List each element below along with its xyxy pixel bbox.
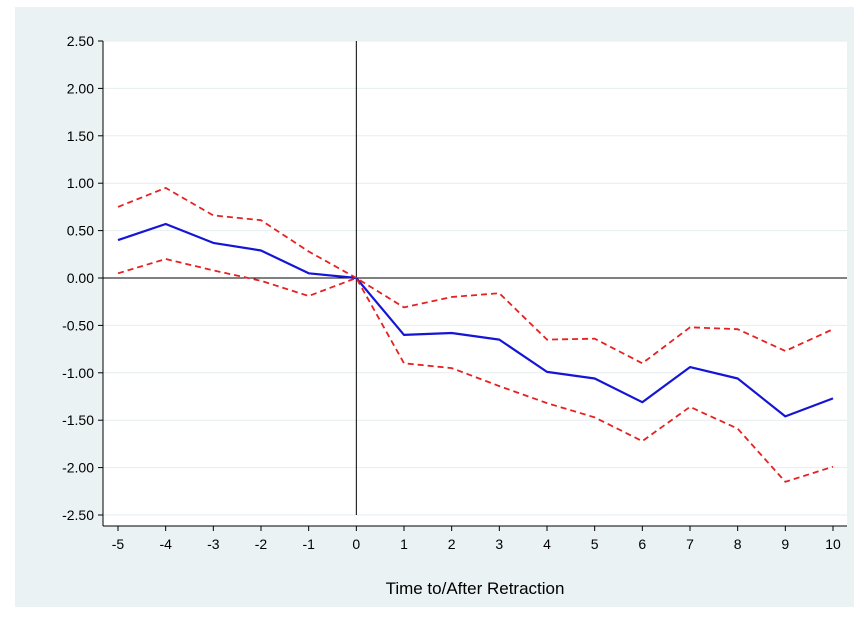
axes	[102, 41, 847, 527]
x-tick-label: 0	[352, 536, 360, 552]
plot-area	[103, 41, 847, 526]
y-axis-ticks: 2.50 2.00 1.50 1.00 0.50 0.00 -0.50 -1.00 -1.50 -…	[62, 33, 103, 523]
y-tick-label: -2.50	[62, 507, 94, 523]
x-tick-label: 6	[638, 536, 646, 552]
lower-bound-line	[117, 258, 834, 483]
x-tick-label: 4	[543, 536, 551, 552]
x-tick-label: -5	[112, 536, 125, 552]
x-tick-label: -3	[207, 536, 220, 552]
x-tick-label: 3	[495, 536, 503, 552]
y-tick-label: -0.50	[62, 317, 94, 333]
y-tick-label: 2.00	[67, 80, 94, 96]
y-tick-label: 0.00	[67, 270, 94, 286]
x-tick-label: -1	[302, 536, 315, 552]
x-tick-label: 1	[400, 536, 408, 552]
x-tick-label: 7	[686, 536, 694, 552]
x-tick-label: 9	[781, 536, 789, 552]
upper-bound-line	[117, 186, 834, 365]
y-tick-label: 2.50	[67, 33, 94, 49]
y-tick-label: 0.50	[67, 223, 94, 239]
chart-background: 2.50 2.00 1.50 1.00 0.50 0.00 -0.50 -1.00 -1.50 -…	[15, 7, 854, 607]
estimate-line	[117, 222, 834, 418]
y-tick-label: -1.00	[62, 365, 94, 381]
y-tick-label: -2.00	[62, 460, 94, 476]
x-tick-label: 5	[591, 536, 599, 552]
x-tick-label: 8	[734, 536, 742, 552]
line-chart: 2.50 2.00 1.50 1.00 0.50 0.00 -0.50 -1.00 -1.50 -…	[62, 33, 847, 598]
x-axis-title: Time to/After Retraction	[386, 579, 565, 598]
x-axis-ticks: -5 -4 -3 -2 -1 0 1 2 3 4 5 6 7 8 9 10	[112, 526, 841, 552]
x-tick-label: 2	[448, 536, 456, 552]
y-tick-label: -1.50	[62, 412, 94, 428]
x-tick-label: -4	[159, 536, 172, 552]
y-tick-label: 1.00	[67, 175, 94, 191]
x-tick-label: 10	[825, 536, 841, 552]
x-tick-label: -2	[255, 536, 268, 552]
y-tick-label: 1.50	[67, 128, 94, 144]
series-lines	[117, 186, 834, 483]
